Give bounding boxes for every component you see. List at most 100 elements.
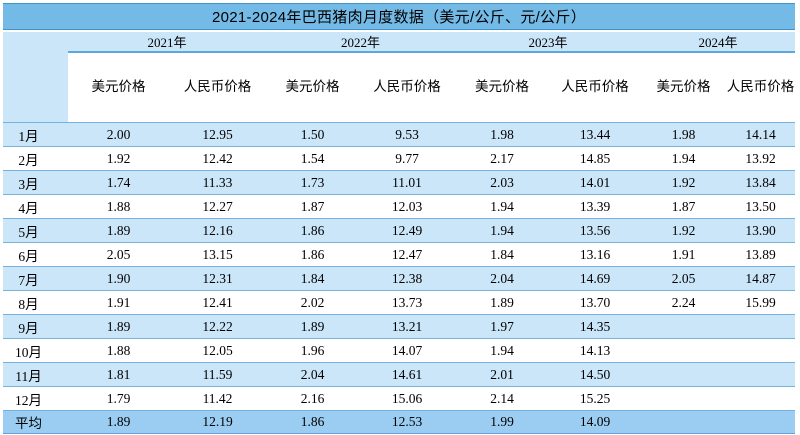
price-cell: 13.50 [726,194,795,218]
price-cell: 2.17 [455,146,549,170]
price-cell: 2.05 [641,266,726,290]
row-label: 1月 [3,122,68,146]
price-cell [726,362,795,386]
row-label: 5月 [3,218,68,242]
price-cell: 2.14 [455,386,549,410]
row-label: 6月 [3,242,68,266]
price-cell: 1.89 [68,314,169,338]
price-cell: 12.03 [359,194,455,218]
price-cell: 1.79 [68,386,169,410]
price-cell: 12.19 [169,410,266,434]
price-cell: 2.03 [455,170,549,194]
price-cell: 1.86 [266,218,359,242]
year-row-spacer [3,32,68,51]
price-cell: 1.94 [455,218,549,242]
price-cell: 13.92 [726,146,795,170]
price-cell: 1.98 [641,122,726,146]
price-cell: 13.21 [359,314,455,338]
price-cell: 1.88 [68,338,169,362]
price-cell [641,362,726,386]
price-cell: 1.94 [455,194,549,218]
price-cell: 1.94 [641,146,726,170]
row-label: 12月 [3,386,68,410]
price-cell: 12.47 [359,242,455,266]
price-cell: 14.85 [549,146,641,170]
price-cell: 1.91 [68,290,169,314]
price-cell: 1.88 [68,194,169,218]
price-cell: 2.16 [266,386,359,410]
price-cell: 2.02 [266,290,359,314]
price-cell: 1.50 [266,122,359,146]
price-cell: 1.73 [266,170,359,194]
price-cell: 11.33 [169,170,266,194]
price-cell: 1.86 [266,242,359,266]
price-cell: 12.41 [169,290,266,314]
year-header: 2022年 [266,32,455,51]
row-label: 10月 [3,338,68,362]
price-cell: 1.99 [455,410,549,434]
price-cell: 1.94 [455,338,549,362]
price-cell: 15.06 [359,386,455,410]
data-table: 2021年 2022年 2023年 2024年 美元价格 人民币价格 美元价格 人民币价格 美元… [3,32,795,434]
cny-price-header: 人民币价格 [169,51,266,122]
price-cell: 1.54 [266,146,359,170]
usd-price-header: 美元价格 [455,51,549,122]
price-cell: 13.56 [549,218,641,242]
price-cell: 14.01 [549,170,641,194]
price-cell [641,410,726,434]
price-cell: 1.81 [68,362,169,386]
price-cell: 14.61 [359,362,455,386]
price-cell: 11.59 [169,362,266,386]
row-label: 3月 [3,170,68,194]
price-cell: 12.95 [169,122,266,146]
usd-price-header: 美元价格 [641,51,726,122]
price-cell: 1.97 [455,314,549,338]
usd-price-header: 美元价格 [266,51,359,122]
price-cell: 1.84 [455,242,549,266]
price-cell: 2.04 [266,362,359,386]
price-cell: 2.24 [641,290,726,314]
price-cell: 14.09 [549,410,641,434]
price-cell [641,314,726,338]
price-cell: 1.90 [68,266,169,290]
price-cell: 1.98 [455,122,549,146]
price-cell: 1.92 [641,170,726,194]
price-cell [726,338,795,362]
price-cell: 13.84 [726,170,795,194]
price-cell: 13.44 [549,122,641,146]
price-cell: 14.87 [726,266,795,290]
price-cell: 2.05 [68,242,169,266]
price-cell: 12.49 [359,218,455,242]
row-label: 11月 [3,362,68,386]
price-cell: 1.92 [68,146,169,170]
price-cell: 1.89 [266,314,359,338]
cny-price-header: 人民币价格 [359,51,455,122]
row-label: 9月 [3,314,68,338]
year-header: 2023年 [455,32,641,51]
price-cell: 1.87 [266,194,359,218]
price-cell [726,410,795,434]
price-cell [641,338,726,362]
price-cell [726,314,795,338]
price-cell: 13.39 [549,194,641,218]
price-cell: 12.38 [359,266,455,290]
row-label: 4月 [3,194,68,218]
price-cell: 1.74 [68,170,169,194]
price-cell: 14.13 [549,338,641,362]
price-cell: 15.99 [726,290,795,314]
row-label: 平均 [3,410,68,434]
price-cell: 15.25 [549,386,641,410]
price-cell: 1.92 [641,218,726,242]
row-label: 8月 [3,290,68,314]
header-row-spacer [3,51,68,122]
price-cell: 12.16 [169,218,266,242]
price-cell: 13.70 [549,290,641,314]
price-cell: 1.89 [68,218,169,242]
price-cell: 13.90 [726,218,795,242]
price-cell: 13.15 [169,242,266,266]
price-cell: 14.50 [549,362,641,386]
cny-price-header: 人民币价格 [726,51,795,122]
price-cell: 1.86 [266,410,359,434]
row-label: 2月 [3,146,68,170]
price-cell: 2.01 [455,362,549,386]
